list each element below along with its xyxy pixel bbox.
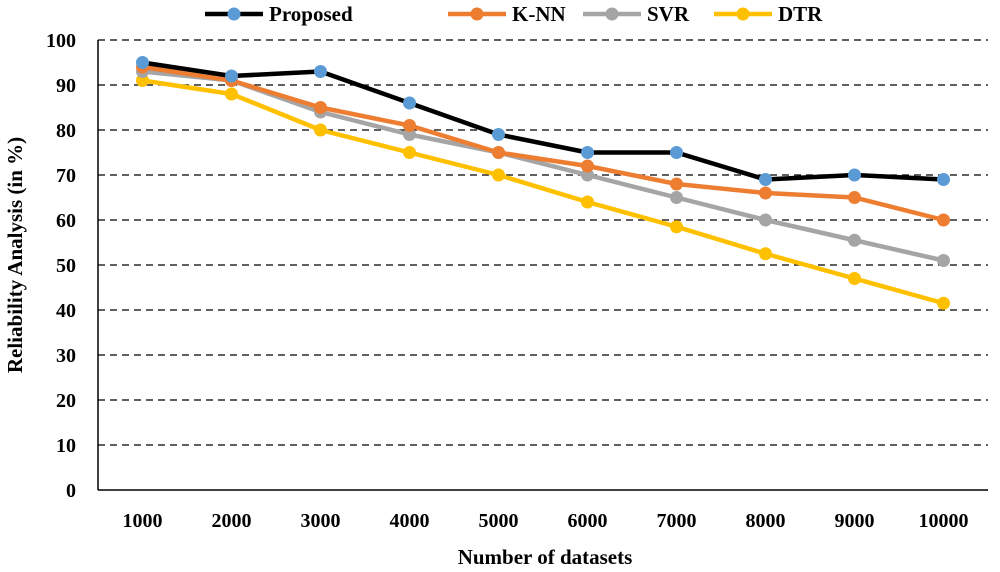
data-point-2000: [225, 87, 238, 101]
data-point-8000: [759, 173, 772, 186]
data-point-10000: [937, 173, 950, 186]
x-axis-title: Number of datasets: [458, 545, 633, 569]
legend-swatch-marker: [470, 7, 484, 21]
data-point-1000: [136, 74, 149, 87]
legend-swatch-marker: [605, 7, 619, 21]
legend-item-dtr: DTR: [714, 2, 823, 26]
data-point-8000: [759, 247, 772, 261]
data-point-8000: [759, 213, 772, 227]
x-tick-label-2000: 2000: [212, 510, 252, 532]
series-proposed: [136, 56, 950, 186]
legend-item-svr: SVR: [583, 2, 690, 26]
data-point-6000: [581, 195, 594, 209]
data-point-5000: [492, 146, 505, 159]
x-tick-label-5000: 5000: [479, 510, 519, 532]
x-tick-label-8000: 8000: [746, 510, 786, 532]
data-point-9000: [848, 272, 861, 285]
data-point-9000: [848, 233, 861, 247]
series-dtr: [136, 74, 950, 310]
legend-label: SVR: [647, 2, 690, 26]
y-axis-title: Reliability Analysis (in %): [3, 137, 27, 373]
data-point-9000: [848, 191, 861, 204]
x-tick-label-9000: 9000: [835, 510, 875, 532]
series-svr: [136, 65, 950, 267]
data-point-3000: [314, 65, 327, 78]
y-tick-label-30: 30: [56, 345, 76, 367]
data-point-4000: [403, 146, 416, 159]
data-point-3000: [314, 101, 327, 114]
data-point-5000: [492, 128, 505, 141]
data-point-10000: [937, 296, 950, 310]
legend: Proposed K-NN SVR DTR: [205, 2, 823, 26]
legend-item-k-nn: K-NN: [448, 2, 566, 26]
legend-label: K-NN: [512, 2, 566, 26]
data-point-1000: [136, 56, 149, 69]
series-line: [140, 60, 946, 182]
data-point-2000: [225, 69, 238, 83]
y-tick-label-100: 100: [46, 30, 76, 52]
y-tick-label-40: 40: [56, 300, 76, 322]
x-tick-label-1000: 1000: [123, 510, 163, 532]
legend-swatch-marker: [736, 7, 750, 21]
series-line: [140, 78, 946, 306]
y-tick-label-90: 90: [56, 75, 76, 97]
y-tick-label-0: 0: [66, 480, 76, 502]
data-point-6000: [581, 168, 594, 182]
data-point-4000: [403, 128, 416, 141]
data-point-3000: [314, 123, 327, 137]
data-point-5000: [492, 168, 505, 182]
legend-label: Proposed: [269, 2, 353, 26]
axes: [97, 40, 988, 491]
y-tick-label-70: 70: [56, 165, 76, 187]
series-line: [140, 69, 946, 263]
data-point-4000: [403, 96, 416, 110]
data-point-7000: [670, 146, 683, 159]
legend-swatch-marker: [227, 7, 241, 21]
y-tick-label-50: 50: [56, 255, 76, 277]
y-tick-label-60: 60: [56, 210, 76, 232]
legend-item-proposed: Proposed: [205, 2, 353, 26]
x-tick-label-7000: 7000: [657, 510, 697, 532]
y-tick-label-20: 20: [56, 390, 76, 412]
data-point-7000: [670, 220, 683, 234]
data-point-7000: [670, 191, 683, 204]
tick-labels: 0 10 20 30 40 50 60 70 80 90 100 1000 2000 3000 4000 50…: [46, 30, 969, 532]
data-point-4000: [403, 119, 416, 132]
legend-label: DTR: [778, 2, 823, 26]
data-point-7000: [670, 177, 683, 191]
data-point-9000: [848, 168, 861, 182]
data-point-6000: [581, 159, 594, 173]
x-tick-label-3000: 3000: [301, 510, 341, 532]
data-point-8000: [759, 186, 772, 200]
x-tick-label-4000: 4000: [390, 510, 430, 532]
data-point-10000: [937, 213, 950, 227]
y-tick-label-10: 10: [56, 435, 76, 457]
data-point-10000: [937, 254, 950, 267]
data-point-6000: [581, 146, 594, 159]
series-lines: [136, 56, 950, 310]
x-tick-label-10000: 10000: [919, 510, 969, 532]
x-tick-label-6000: 6000: [568, 510, 608, 532]
series-line: [140, 64, 946, 223]
y-tick-label-80: 80: [56, 120, 76, 142]
